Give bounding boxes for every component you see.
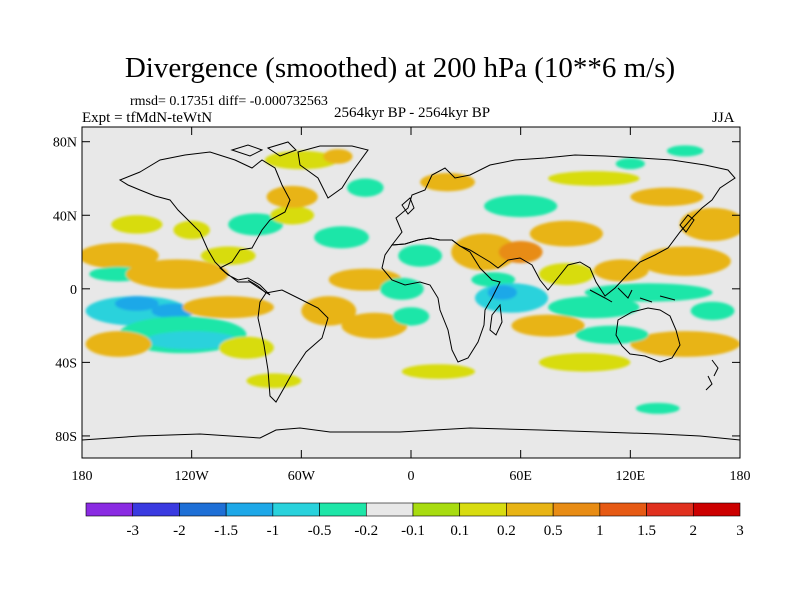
colorbar-label: -1.5 [214,523,238,539]
divergence-cell [85,331,152,357]
colorbar-swatch [599,502,647,517]
divergence-cell [111,215,163,234]
divergence-cell [420,172,475,192]
divergence-cell [314,226,369,249]
colorbar-label: 0.1 [450,523,469,539]
divergence-cell [270,206,315,225]
colorbar-label: 2 [690,523,698,539]
divergence-cell [639,246,731,276]
x-tick-label: 180 [730,469,751,484]
y-tick-label: 40N [53,209,77,224]
divergence-cell [114,296,159,311]
colorbar-swatch [459,502,507,517]
colorbar-label: 3 [736,523,744,539]
colorbar-swatch [692,502,741,517]
x-tick-label: 120W [175,469,210,484]
axis-labels: 180 120W 60W 0 60E 120E 180 80N 40N 0 40S 80S [53,136,751,484]
divergence-cell [401,364,475,379]
coastlines [82,141,740,441]
colorbar-label: -0.1 [401,523,425,539]
divergence-cell [228,213,284,236]
divergence-cell [666,145,704,157]
divergence-cell [498,241,543,264]
divergence-cell [548,296,640,319]
divergence-cell [82,242,159,269]
stats-line: rmsd= 0.17351 diff= -0.000732563 [130,94,328,109]
colorbar-label: 0.5 [544,523,563,539]
divergence-cell [538,263,594,286]
divergence-cell [341,312,408,339]
divergence-cell [690,301,735,321]
season-label: JJA [712,110,735,126]
chart-title: Divergence (smoothed) at 200 hPa (10**6 … [124,52,676,84]
y-tick-label: 80S [55,430,77,445]
divergence-cell [347,178,384,197]
divergence-cell [398,244,443,267]
divergence-cell [635,402,680,414]
divergence-field [82,145,740,414]
colorbar-label: 1 [596,523,604,539]
colorbar: -3 -2 -1.5 -1 -0.5 -0.2 -0.1 0.1 0.2 0.5 1 1.5 2 3 [85,502,744,539]
y-tick-label: 0 [70,283,77,298]
colorbar-label: -1 [267,523,280,539]
colorbar-swatch [506,502,554,517]
divergence-cell [630,187,704,207]
divergence-cell [323,149,353,164]
x-tick-label: 120E [616,469,646,484]
divergence-cell [529,220,603,247]
x-tick-label: 60E [509,469,532,484]
divergence-cell [679,207,740,242]
colorbar-label: 0.2 [497,523,516,539]
colorbar-swatch [179,502,227,517]
colorbar-swatch [319,502,367,517]
divergence-cell [548,171,640,186]
x-tick-label: 0 [408,469,415,484]
colorbar-swatch [272,502,320,517]
divergence-cell [471,272,516,287]
divergence-cell [584,283,713,302]
divergence-cell [379,277,424,300]
colorbar-swatch [552,502,601,517]
divergence-cell [484,195,558,218]
divergence-cell [487,285,518,300]
colorbar-label: -3 [126,523,139,539]
colorbar-label: -0.2 [354,523,378,539]
axis-ticks [81,127,741,458]
colorbar-label: 1.5 [637,523,656,539]
colorbar-swatch [85,502,134,517]
divergence-cell [182,296,274,319]
y-tick-label: 80N [53,136,77,151]
divergence-cell [392,307,430,326]
x-tick-label: 180 [72,469,93,484]
divergence-cell [125,259,229,289]
y-tick-label: 40S [55,356,77,371]
divergence-cell [615,158,645,170]
divergence-cell [451,233,518,271]
divergence-cell [511,314,585,337]
divergence-cell [264,150,338,170]
divergence-cell [266,185,318,208]
colorbar-swatch [132,502,180,517]
divergence-cell [246,373,302,389]
colorbar-swatch [646,502,694,517]
divergence-cell [593,259,649,282]
divergence-cell [200,246,256,265]
divergence-cell [219,336,274,359]
divergence-cell [301,296,357,326]
colorbar-label: -0.5 [308,523,332,539]
divergence-cell [538,353,631,372]
colorbar-swatch [225,502,274,517]
x-tick-label: 60W [288,469,316,484]
period-label: 2564kyr BP - 2564kyr BP [333,105,491,121]
colorbar-swatch [412,502,461,517]
divergence-cell [145,331,238,350]
colorbar-swatch [365,502,414,517]
experiment-label: Expt = tfMdN-teWtN [82,110,213,126]
divergence-cell [630,331,740,357]
divergence-cell [575,325,649,344]
colorbar-label: -2 [173,523,186,539]
